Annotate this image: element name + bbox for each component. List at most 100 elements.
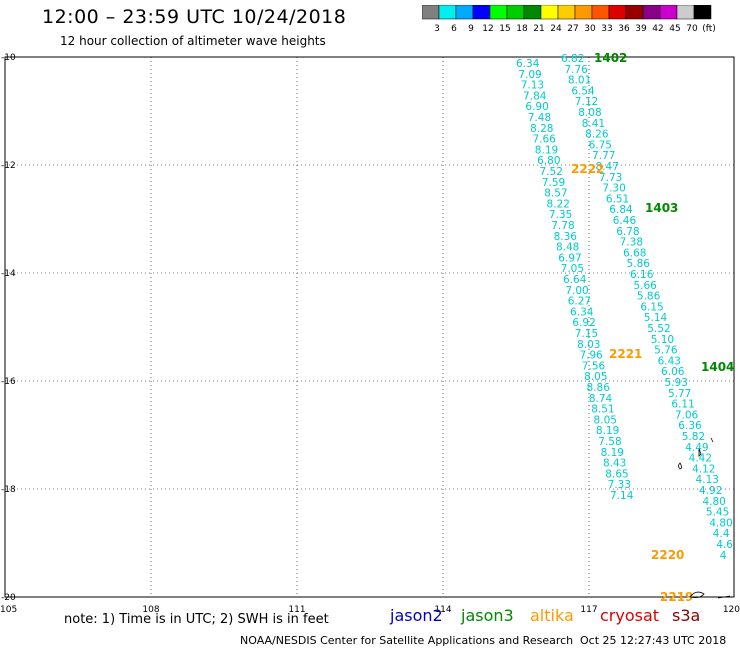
wave-height-value: 8.65 xyxy=(605,468,628,480)
wave-height-value: 4.80 xyxy=(709,517,732,529)
legend-altika: altika xyxy=(530,606,574,625)
wave-height-value: 6.64 xyxy=(563,274,587,286)
wave-height-value: 5.77 xyxy=(668,388,691,400)
wave-height-value: 7.30 xyxy=(602,183,625,195)
lat-tick-label: -10 xyxy=(1,53,16,63)
wave-height-value: 6.82 xyxy=(561,53,584,65)
wave-height-value: 6.84 xyxy=(609,204,633,216)
wave-height-value: 7.12 xyxy=(575,96,598,108)
wave-height-value: 6.46 xyxy=(613,215,637,227)
wave-height-value: 4.49 xyxy=(685,442,708,454)
wave-height-value: 8.43 xyxy=(603,458,626,470)
wave-height-value: 8.19 xyxy=(596,425,619,437)
wave-height-value: 5.82 xyxy=(682,431,705,443)
wave-height-value: 7.77 xyxy=(592,150,615,162)
wave-height-value: 5.93 xyxy=(665,377,688,389)
wave-height-value: 7.78 xyxy=(551,220,574,232)
lon-tick-label: 117 xyxy=(580,605,597,615)
wave-height-value: 6.34 xyxy=(516,58,540,70)
wave-height-value: 6.92 xyxy=(572,317,595,329)
wave-height-value: 8.36 xyxy=(554,231,578,243)
colorbar-tick-label: 18 xyxy=(516,24,528,34)
colorbar-tick-label: (ft) xyxy=(702,24,716,34)
pass-time-label: 2222 xyxy=(571,162,604,176)
pass-time-label: 1404 xyxy=(701,360,734,374)
wave-height-value: 6.15 xyxy=(640,301,663,313)
wave-height-value: 8.48 xyxy=(556,242,579,254)
colorbar-tick-label: 27 xyxy=(567,24,578,34)
wave-height-value: 4.92 xyxy=(699,485,722,497)
wave-height-value: 8.28 xyxy=(530,123,553,135)
pass-time-label: 2221 xyxy=(609,347,642,361)
wave-height-value: 8.57 xyxy=(544,188,567,200)
legend-s3a: s3a xyxy=(672,606,701,625)
wave-height-value: 8.51 xyxy=(591,404,614,416)
wave-height-value: 7.13 xyxy=(521,80,544,92)
wave-height-value: 7.84 xyxy=(523,90,547,102)
colorbar-tick-label: 36 xyxy=(618,24,630,34)
wave-height-value: 5.10 xyxy=(651,334,674,346)
lat-tick-label: -20 xyxy=(1,593,16,603)
lat-tick-label: -16 xyxy=(1,377,16,387)
wave-height-value: 7.06 xyxy=(675,409,699,421)
wave-height-value: 6.97 xyxy=(558,252,581,264)
wave-height-value: 4 xyxy=(720,550,727,562)
wave-height-value: 8.86 xyxy=(587,382,611,394)
pass-time-label: 2220 xyxy=(651,548,684,562)
colorbar-tick-label: 39 xyxy=(635,24,647,34)
wave-height-value: 6.43 xyxy=(658,355,681,367)
wave-height-value: 5.14 xyxy=(644,312,668,324)
pass-time-label: 2219 xyxy=(660,590,693,604)
wave-height-value: 6.90 xyxy=(525,101,548,113)
note-text: note: 1) Time is in UTC; 2) SWH is in fe… xyxy=(64,612,329,627)
wave-height-value: 4.4 xyxy=(713,528,730,540)
wave-height-value: 7.73 xyxy=(599,172,622,184)
wave-height-value: 7.59 xyxy=(542,177,565,189)
colorbar-tick-label: 42 xyxy=(652,24,663,34)
wave-height-value: 6.54 xyxy=(571,85,595,97)
lon-tick-label: 114 xyxy=(434,605,451,615)
wave-height-value: 7.38 xyxy=(620,237,643,249)
wave-height-value: 8.05 xyxy=(594,414,617,426)
legend-cryosat: cryosat xyxy=(600,606,660,625)
wave-height-value: 7.33 xyxy=(608,479,631,491)
coastline-outline xyxy=(689,591,705,598)
wave-height-value: 8.19 xyxy=(601,447,624,459)
wave-height-value: 8.26 xyxy=(585,129,609,141)
wave-height-value: 7.52 xyxy=(540,166,563,178)
wave-height-value: 5.86 xyxy=(637,291,661,303)
wave-height-value: 8.22 xyxy=(547,198,570,210)
wave-height-value: 6.36 xyxy=(678,420,702,432)
wave-height-value: 7.56 xyxy=(582,360,606,372)
colorbar-tick-label: 9 xyxy=(468,24,474,34)
wave-height-value: 8.47 xyxy=(596,161,619,173)
wave-height-value: 4.80 xyxy=(702,496,725,508)
colorbar-swatch xyxy=(693,5,712,20)
lon-tick-label: 111 xyxy=(288,605,305,615)
lon-tick-label: 120 xyxy=(723,605,740,615)
map-frame xyxy=(4,56,735,598)
pass-time-label: 1403 xyxy=(645,201,678,215)
lon-tick-label: 108 xyxy=(142,605,159,615)
wave-height-value: 7.35 xyxy=(549,209,572,221)
wave-height-value: 8.74 xyxy=(589,393,613,405)
wave-height-value: 5.45 xyxy=(706,507,729,519)
wave-height-value: 4.12 xyxy=(692,463,715,475)
wave-height-value: 6.27 xyxy=(568,296,591,308)
lat-tick-label: -14 xyxy=(1,269,16,279)
wave-height-value: 6.78 xyxy=(616,226,639,238)
colorbar-tick-label: 15 xyxy=(499,24,510,34)
legend-jason3: jason3 xyxy=(461,606,514,625)
colorbar-tick-label: 45 xyxy=(669,24,680,34)
colorbar-tick-label: 3 xyxy=(434,24,440,34)
wave-height-value: 4.13 xyxy=(696,474,719,486)
wave-height-value: 5.52 xyxy=(647,323,670,335)
map-title: 12:00 – 23:59 UTC 10/24/2018 xyxy=(42,6,347,28)
wave-height-value: 7.00 xyxy=(565,285,588,297)
island-outline xyxy=(710,437,714,443)
lat-tick-label: -12 xyxy=(1,161,16,171)
wave-height-value: 6.16 xyxy=(630,269,654,281)
map-subtitle: 12 hour collection of altimeter wave hei… xyxy=(60,34,326,48)
wave-height-colorbar: 3 6 9 12 15 18 21 24 27 30 33 36 39 42 45 70 (ft) xyxy=(422,5,716,34)
